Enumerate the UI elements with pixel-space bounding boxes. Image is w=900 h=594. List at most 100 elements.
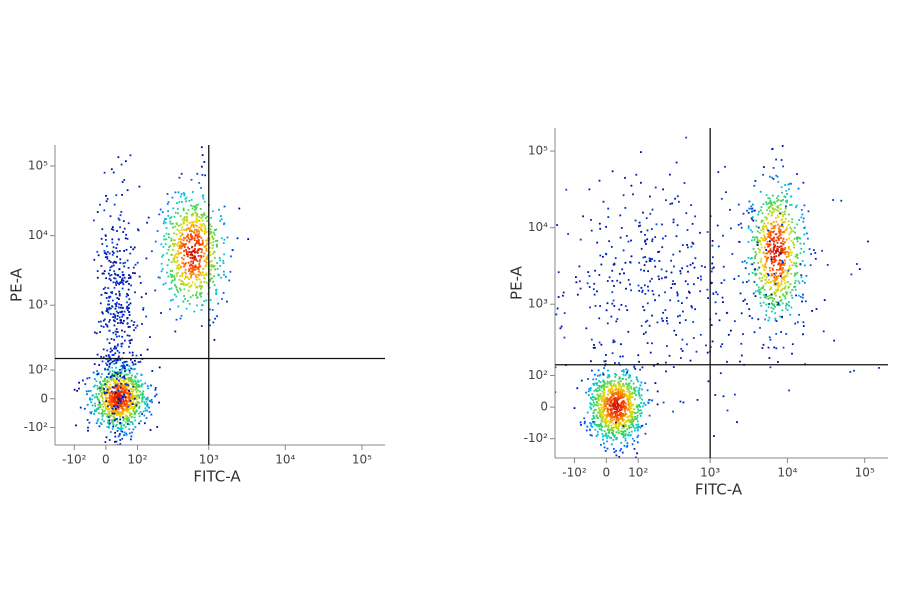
event-dot [202, 194, 205, 197]
event-dot [175, 252, 178, 255]
event-dot [595, 378, 598, 381]
event-dot [133, 321, 136, 323]
event-dot [109, 261, 112, 263]
event-dot [687, 246, 689, 249]
event-dot [211, 309, 214, 311]
event-dot [633, 408, 636, 411]
event-dot [116, 427, 119, 429]
event-dot [646, 342, 649, 344]
event-dot [178, 176, 181, 179]
event-dot [589, 389, 592, 392]
event-dot [100, 389, 103, 391]
event-dot [610, 396, 613, 399]
event-dot [177, 238, 180, 240]
event-dot [247, 238, 250, 240]
event-dot [673, 265, 675, 268]
event-dot [108, 394, 111, 397]
event-dot [668, 354, 671, 357]
event-dot [128, 380, 130, 382]
event-dot [607, 424, 610, 426]
event-dot [178, 247, 181, 250]
event-dot [111, 419, 114, 421]
event-dot [605, 226, 607, 228]
event-dot [777, 361, 779, 363]
event-dot [139, 390, 141, 393]
event-dot [127, 277, 130, 279]
event-dot [762, 286, 764, 289]
event-dot [98, 400, 100, 403]
event-dot [629, 385, 632, 388]
event-dot [177, 252, 180, 255]
event-dot [188, 264, 191, 267]
event-dot [719, 372, 722, 375]
event-dot [603, 430, 606, 432]
event-dot [770, 280, 772, 283]
event-dot [653, 364, 655, 367]
event-dot [599, 254, 602, 257]
event-dot [111, 373, 114, 375]
event-dot [130, 358, 132, 361]
event-dot [788, 265, 791, 267]
event-dot [226, 300, 228, 303]
event-dot [605, 386, 608, 388]
event-dot [127, 309, 129, 312]
event-dot [781, 260, 784, 262]
event-dot [191, 237, 194, 240]
event-dot [113, 401, 116, 403]
event-dot [116, 230, 118, 232]
event-dot [201, 165, 203, 168]
event-dot [699, 333, 702, 336]
event-dot [123, 393, 126, 396]
event-dot [125, 233, 127, 236]
event-dot [771, 261, 774, 264]
event-dot [593, 396, 596, 399]
event-dot [737, 275, 740, 277]
event-dot [115, 261, 118, 264]
event-dot [213, 284, 216, 287]
event-dot [131, 395, 134, 397]
event-dot [742, 212, 745, 215]
event-dot [620, 441, 623, 444]
event-dot [130, 435, 133, 438]
event-dot [100, 320, 102, 323]
event-dot [773, 272, 776, 275]
event-dot [115, 412, 117, 415]
event-dot [185, 272, 187, 275]
event-dot [627, 415, 630, 418]
event-dot [615, 418, 618, 421]
event-dot [610, 411, 613, 414]
event-dot [605, 354, 607, 356]
event-dot [637, 391, 640, 394]
event-dot [111, 393, 114, 396]
event-dot [107, 406, 109, 409]
event-dot [741, 261, 744, 263]
event-dot [124, 384, 126, 387]
event-dot [638, 388, 641, 391]
event-dot [182, 207, 185, 210]
event-dot [96, 396, 99, 399]
event-dot [76, 389, 78, 392]
event-dot [712, 256, 714, 259]
event-dot [804, 264, 806, 267]
event-dot [809, 264, 812, 267]
event-dot [127, 307, 130, 309]
event-dot [780, 247, 783, 250]
event-dot [194, 211, 197, 214]
event-dot [795, 206, 797, 209]
event-dot [787, 285, 790, 288]
event-dot [620, 385, 622, 388]
event-dot [115, 347, 117, 350]
event-dot [130, 406, 133, 408]
event-dot [772, 279, 775, 282]
event-dot [96, 408, 99, 410]
event-dot [775, 320, 778, 322]
event-dot [178, 278, 181, 281]
event-dot [633, 366, 636, 369]
event-dot [114, 380, 117, 383]
event-dot [607, 390, 610, 393]
event-dot [765, 225, 767, 228]
event-dot [798, 282, 801, 285]
event-dot [139, 360, 142, 363]
event-dot [772, 249, 775, 251]
event-dot [120, 405, 123, 408]
